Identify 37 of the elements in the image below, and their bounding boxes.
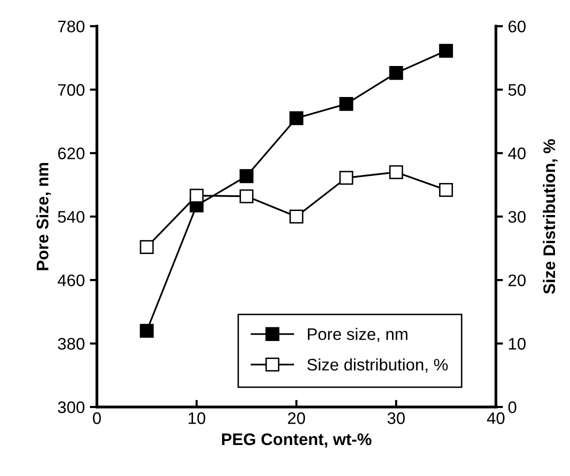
y-tick-label: 460 [58, 274, 84, 286]
x-tick-label: 20 [288, 412, 306, 424]
point [389, 66, 404, 80]
point [289, 111, 304, 126]
legend-label: Pore size, nm [308, 328, 408, 342]
point [339, 96, 354, 111]
y2-tick-label: 30 [508, 210, 526, 223]
point [190, 188, 204, 203]
point [240, 189, 254, 204]
point [240, 169, 254, 184]
y2-tick-label: 0 [508, 401, 516, 414]
y-tick-label: 540 [58, 210, 84, 223]
y2-tick-label: 60 [508, 20, 526, 32]
y2-tick-label: 40 [508, 148, 526, 160]
x-tick-label: 0 [92, 412, 101, 424]
legend-label: Size distribution, % [307, 358, 448, 373]
x-tick-label: 40 [487, 412, 505, 424]
x-axis-title: PEG Content, wt-% [222, 433, 372, 448]
point [140, 240, 154, 254]
y2-tick-label: 20 [508, 274, 526, 286]
y2-tick-label: 50 [508, 84, 526, 96]
point [439, 44, 453, 58]
y-tick-label: 780 [58, 20, 84, 32]
x-tick-label: 30 [388, 412, 405, 424]
y-tick-label: 300 [58, 401, 84, 414]
y-tick-label: 620 [58, 148, 84, 160]
y-tick-label: 700 [58, 84, 84, 96]
point [140, 324, 154, 338]
y-axis-title: Pore Size, nm [36, 162, 51, 270]
x-tick-label: 10 [188, 412, 206, 424]
point [289, 210, 304, 224]
y2-axis-title: Size Distribution, % [542, 139, 558, 294]
y-tick-label: 380 [58, 338, 84, 350]
y2-tick-label: 10 [508, 338, 526, 350]
point [389, 165, 404, 180]
point [339, 170, 354, 185]
point [439, 182, 453, 197]
